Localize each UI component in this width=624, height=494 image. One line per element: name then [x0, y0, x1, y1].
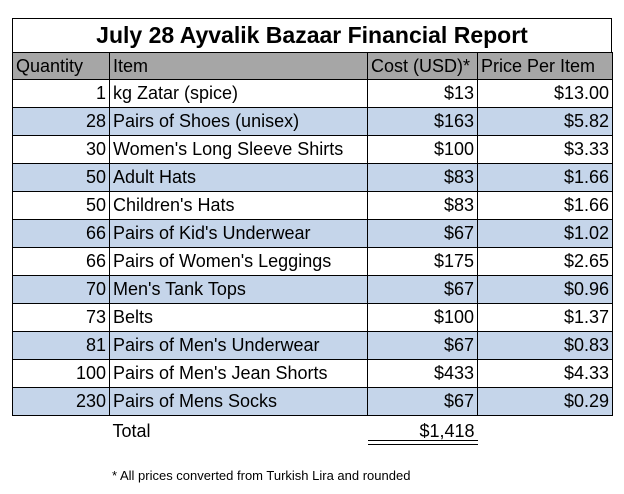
- cost-cell: $13: [367, 79, 478, 108]
- cost-cell: $100: [367, 303, 478, 332]
- price-cell: $1.02: [477, 219, 613, 248]
- table-row: 50 Adult Hats $83 $1.66: [12, 163, 613, 192]
- price-cell: $3.33: [477, 135, 613, 164]
- cost-cell: $67: [367, 219, 478, 248]
- price-cell: $0.83: [477, 331, 613, 360]
- total-cost-cell: $1,418: [367, 416, 478, 447]
- quantity-cell: 1: [12, 79, 110, 108]
- table-row: 70 Men's Tank Tops $67 $0.96: [12, 275, 613, 304]
- item-cell: Pairs of Shoes (unisex): [109, 107, 368, 136]
- cost-cell: $67: [367, 331, 478, 360]
- cost-cell: $83: [367, 191, 478, 220]
- table-row: 28 Pairs of Shoes (unisex) $163 $5.82: [12, 107, 613, 136]
- quantity-cell: 73: [12, 303, 110, 332]
- total-row: Total $1,418: [13, 416, 613, 447]
- total-cost: $1,418: [419, 420, 475, 441]
- item-cell: Pairs of Mens Socks: [109, 387, 368, 416]
- cost-cell: $67: [367, 275, 478, 304]
- price-cell: $0.96: [477, 275, 613, 304]
- table-row: 73 Belts $100 $1.37: [12, 303, 613, 332]
- quantity-cell: 70: [12, 275, 110, 304]
- double-underline: [367, 439, 478, 445]
- price-cell: $2.65: [477, 247, 613, 276]
- quantity-cell: 30: [12, 135, 110, 164]
- item-cell: Pairs of Kid's Underwear: [109, 219, 368, 248]
- financial-report: July 28 Ayvalik Bazaar Financial Report …: [12, 18, 613, 447]
- table-row: 100 Pairs of Men's Jean Shorts $433 $4.3…: [12, 359, 613, 388]
- item-cell: Children's Hats: [109, 191, 368, 220]
- header-quantity: Quantity: [12, 52, 110, 80]
- table-row: 66 Pairs of Kid's Underwear $67 $1.02: [12, 219, 613, 248]
- table-row: 1 kg Zatar (spice) $13 $13.00: [12, 79, 613, 108]
- cost-cell: $433: [367, 359, 478, 388]
- price-cell: $1.66: [477, 191, 613, 220]
- item-cell: Adult Hats: [109, 163, 368, 192]
- cost-cell: $100: [367, 135, 478, 164]
- total-label: Total: [112, 420, 151, 441]
- quantity-cell: 28: [12, 107, 110, 136]
- table-row: 81 Pairs of Men's Underwear $67 $0.83: [12, 331, 613, 360]
- quantity-cell: 50: [12, 191, 110, 220]
- header-price: Price Per Item: [477, 52, 613, 80]
- quantity-cell: 66: [12, 219, 110, 248]
- quantity-cell: 81: [12, 331, 110, 360]
- item-cell: kg Zatar (spice): [109, 79, 368, 108]
- item-cell: Pairs of Men's Jean Shorts: [109, 359, 368, 388]
- report-table: Quantity Item Cost (USD)* Price Per Item…: [12, 52, 613, 447]
- table-row: 230 Pairs of Mens Socks $67 $0.29: [12, 387, 613, 416]
- price-cell: $5.82: [477, 107, 613, 136]
- quantity-cell: 50: [12, 163, 110, 192]
- quantity-cell: 230: [12, 387, 110, 416]
- cost-cell: $175: [367, 247, 478, 276]
- price-cell: $4.33: [477, 359, 613, 388]
- item-cell: Pairs of Women's Leggings: [109, 247, 368, 276]
- header-cost: Cost (USD)*: [367, 52, 478, 80]
- header-row: Quantity Item Cost (USD)* Price Per Item: [12, 52, 613, 80]
- price-cell: $1.66: [477, 163, 613, 192]
- item-cell: Belts: [109, 303, 368, 332]
- price-cell: $0.29: [477, 387, 613, 416]
- footnote: * All prices converted from Turkish Lira…: [112, 468, 411, 483]
- item-cell: Men's Tank Tops: [109, 275, 368, 304]
- quantity-cell: 100: [12, 359, 110, 388]
- cost-cell: $83: [367, 163, 478, 192]
- price-cell: $1.37: [477, 303, 613, 332]
- report-title: July 28 Ayvalik Bazaar Financial Report: [12, 18, 612, 52]
- table-row: 30 Women's Long Sleeve Shirts $100 $3.33: [12, 135, 613, 164]
- item-cell: Pairs of Men's Underwear: [109, 331, 368, 360]
- table-row: 50 Children's Hats $83 $1.66: [12, 191, 613, 220]
- cost-cell: $67: [367, 387, 478, 416]
- cost-cell: $163: [367, 107, 478, 136]
- quantity-cell: 66: [12, 247, 110, 276]
- header-item: Item: [109, 52, 368, 80]
- table-row: 66 Pairs of Women's Leggings $175 $2.65: [12, 247, 613, 276]
- item-cell: Women's Long Sleeve Shirts: [109, 135, 368, 164]
- price-cell: $13.00: [477, 79, 613, 108]
